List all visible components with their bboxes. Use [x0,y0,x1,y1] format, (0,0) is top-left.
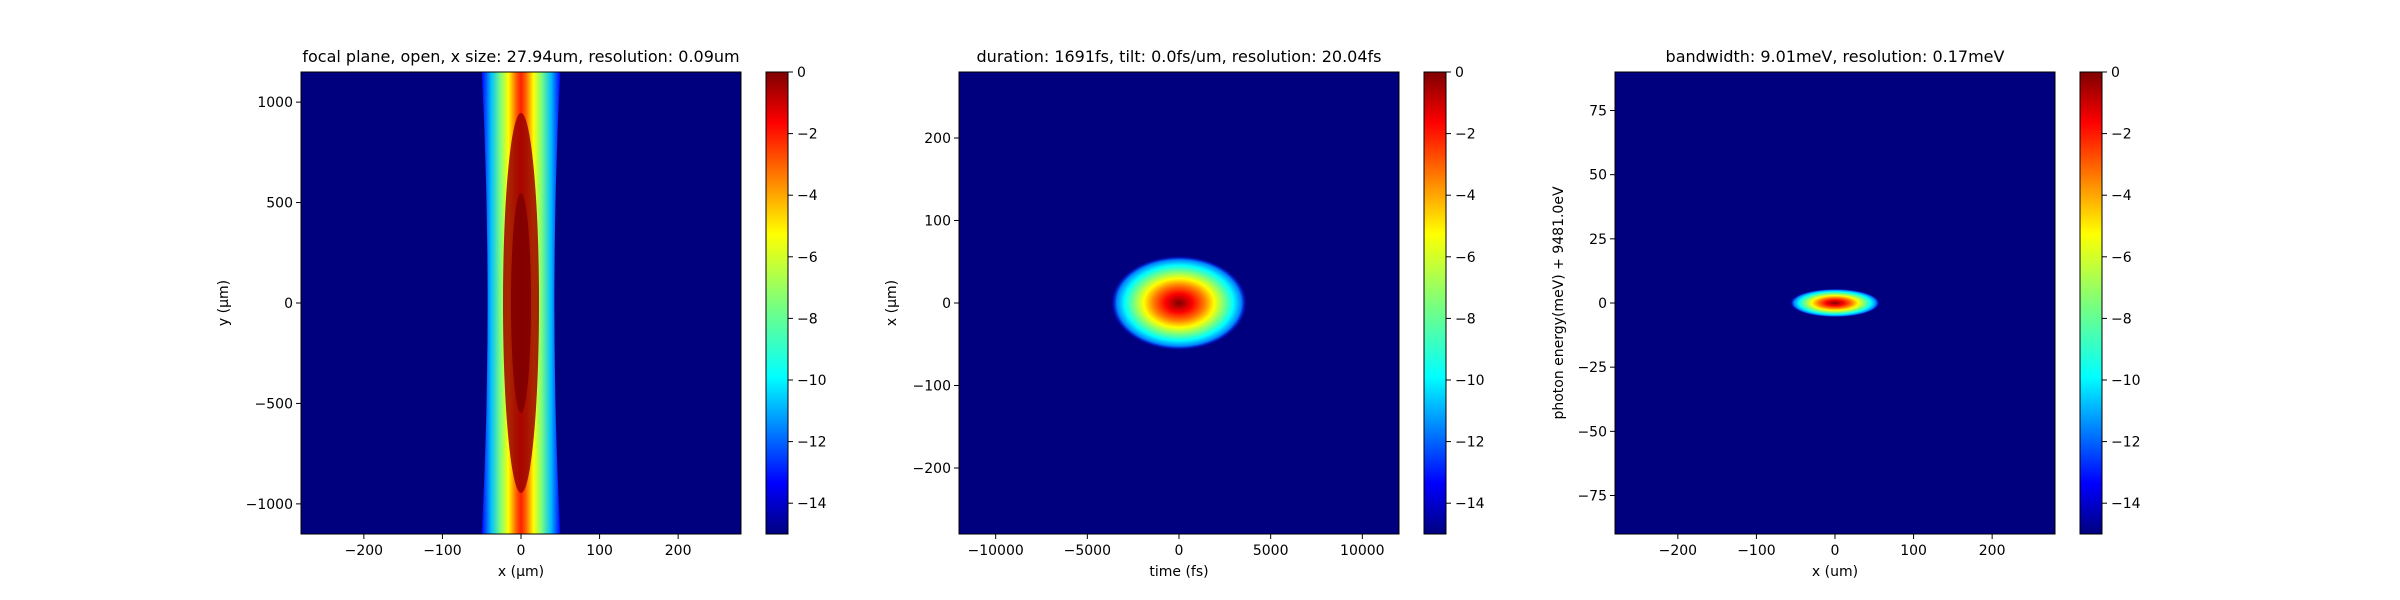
colorbar-frame [765,71,789,535]
colorbar-tick-label: −14 [2111,496,2141,512]
y-tick-label: 200 [924,131,951,147]
chart-panel-3: bandwidth: 9.01meV, resolution: 0.17meV −… [1551,47,2141,580]
colorbar-tick-label: −10 [2111,373,2141,389]
y-tick-label: 1000 [257,95,293,111]
x-tick-label: 100 [586,543,613,559]
colorbar-tick-label: −12 [1455,435,1485,451]
colorbar-tick-label: −4 [2111,188,2132,204]
pulse-spot [1111,255,1247,351]
colorbar-tick-label: −8 [2111,311,2132,327]
y-tick-label: 0 [942,296,951,312]
x-tick-label: 100 [1900,543,1927,559]
x-tick-label: −200 [1659,543,1697,559]
heatmap-feature [1111,255,1247,351]
y-tick-label: 100 [924,214,951,230]
x-tick-label: −5000 [1064,543,1111,559]
y-tick-label: 25 [1589,232,1607,248]
colorbar-tick-label: −6 [797,250,818,266]
y-tick-label: 500 [266,196,293,212]
x-tick-label: 200 [1979,543,2006,559]
colorbar-tick-label: −8 [797,311,818,327]
chart-panel-1: focal plane, open, x size: 27.94um, reso… [216,47,827,580]
x-tick-label: −100 [423,543,461,559]
colorbar-tick-label: −10 [1455,373,1485,389]
y-tick-label: −50 [1577,424,1607,440]
y-tick-label: 75 [1589,104,1607,120]
colorbar-gradient [766,72,788,534]
y-tick-label: 50 [1589,168,1607,184]
x-tick-label: 0 [1175,543,1184,559]
colorbar-tick-label: −4 [797,188,818,204]
colorbar-gradient [1424,72,1446,534]
y-tick-label: 0 [1598,296,1607,312]
colorbar-tick-label: 0 [1455,65,1464,81]
colorbar: 0 −2 −4 −6 −8 −10 −12 −14 [2079,65,2141,535]
y-tick-label: −25 [1577,360,1607,376]
y-tick-label: 0 [284,296,293,312]
colorbar-frame [2079,71,2103,535]
x-tick-label: 0 [1831,543,1840,559]
x-tick-label: 200 [665,543,692,559]
y-tick-label: −75 [1577,489,1607,505]
colorbar-tick-label: −14 [1455,496,1485,512]
chart-title: bandwidth: 9.01meV, resolution: 0.17meV [1666,47,2005,66]
colorbar-tick-label: −2 [797,127,818,143]
colorbar: 0 −2 −4 −6 −8 −10 −12 −14 [765,65,827,535]
beam-peak [511,193,531,413]
colorbar-tick-label: −6 [1455,250,1476,266]
chart-title: focal plane, open, x size: 27.94um, reso… [302,47,739,66]
colorbar-tick-label: −8 [1455,311,1476,327]
x-axis-label: x (um) [1812,564,1858,580]
colorbar-tick-label: 0 [797,65,806,81]
colorbar-gradient [2080,72,2102,534]
heatmap-feature [1790,288,1880,318]
colorbar-tick-label: 0 [2111,65,2120,81]
chart-panel-2: duration: 1691fs, tilt: 0.0fs/um, resolu… [884,47,1485,580]
spectrum-spot [1790,288,1880,318]
y-tick-label: −1000 [246,497,293,513]
x-tick-label: −10000 [968,543,1024,559]
y-axis-label: x (μm) [884,280,900,326]
y-tick-label: −200 [913,461,951,477]
colorbar-tick-label: −14 [797,496,827,512]
colorbar-tick-label: −6 [2111,250,2132,266]
x-tick-label: 0 [517,543,526,559]
colorbar-tick-label: −4 [1455,188,1476,204]
x-tick-label: −100 [1737,543,1775,559]
chart-title: duration: 1691fs, tilt: 0.0fs/um, resolu… [977,47,1382,66]
colorbar-tick-label: −2 [1455,127,1476,143]
x-axis-label: x (μm) [498,564,544,580]
x-axis-label: time (fs) [1149,564,1208,580]
x-tick-label: 10000 [1340,543,1385,559]
colorbar-tick-label: −10 [797,373,827,389]
colorbar-tick-label: −12 [797,435,827,451]
colorbar-tick-label: −12 [2111,435,2141,451]
y-tick-label: −100 [913,379,951,395]
x-tick-label: −200 [345,543,383,559]
colorbar: 0 −2 −4 −6 −8 −10 −12 −14 [1423,65,1485,535]
y-tick-label: −500 [255,396,293,412]
y-axis-label: y (μm) [216,280,232,326]
heatmap-feature [481,72,561,534]
x-tick-label: 5000 [1253,543,1289,559]
colorbar-frame [1423,71,1447,535]
y-axis-label: photon energy(meV) + 9481.0eV [1551,186,1567,419]
colorbar-tick-label: −2 [2111,127,2132,143]
